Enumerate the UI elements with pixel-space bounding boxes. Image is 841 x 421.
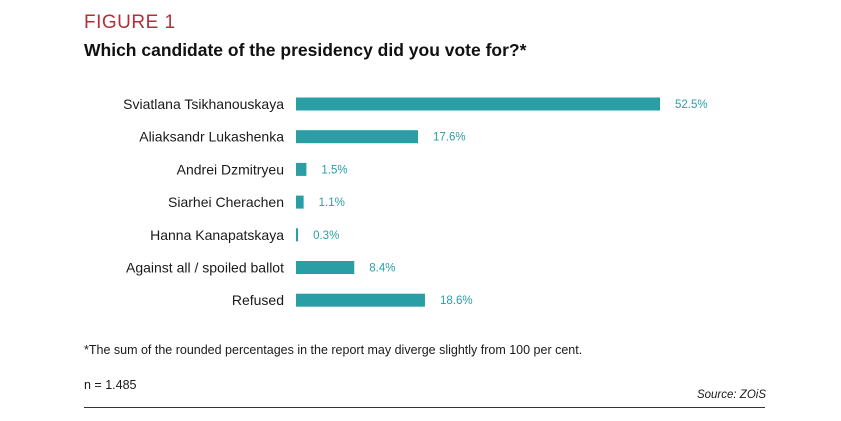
value-label: 52.5% bbox=[675, 99, 708, 111]
bar bbox=[296, 261, 355, 274]
category-label: Refused bbox=[232, 292, 284, 308]
chart-title: Which candidate of the presidency did yo… bbox=[84, 40, 527, 60]
footnote: *The sum of the rounded percentages in t… bbox=[84, 343, 583, 357]
value-label: 17.6% bbox=[433, 132, 466, 144]
category-label: Hanna Kanapatskaya bbox=[150, 227, 284, 243]
category-label: Siarhei Cherachen bbox=[168, 194, 284, 210]
source-credit: Source: ZOiS bbox=[696, 389, 766, 401]
bar bbox=[296, 195, 304, 209]
value-label: 8.4% bbox=[369, 263, 395, 275]
category-label: Aliaksandr Lukashenka bbox=[139, 129, 284, 145]
bottom-divider bbox=[84, 407, 765, 408]
bar bbox=[296, 130, 419, 144]
category-label: Sviatlana Tsikhanouskaya bbox=[123, 96, 284, 112]
category-label: Andrei Dzmitryeu bbox=[177, 161, 284, 177]
value-label: 18.6% bbox=[440, 295, 473, 307]
value-label: 1.5% bbox=[321, 164, 347, 176]
figure-label: FIGURE 1 bbox=[84, 12, 176, 33]
value-label: 1.1% bbox=[319, 197, 345, 209]
sample-size: n = 1.485 bbox=[84, 378, 137, 392]
bar-chart: Sviatlana Tsikhanouskaya 52.5% Aliaksandr … bbox=[123, 96, 708, 308]
value-label: 0.3% bbox=[313, 230, 339, 242]
category-label: Against all / spoiled ballot bbox=[126, 260, 284, 276]
bar bbox=[296, 162, 307, 176]
bar bbox=[296, 97, 660, 111]
bar bbox=[296, 228, 299, 242]
bar bbox=[296, 293, 425, 307]
